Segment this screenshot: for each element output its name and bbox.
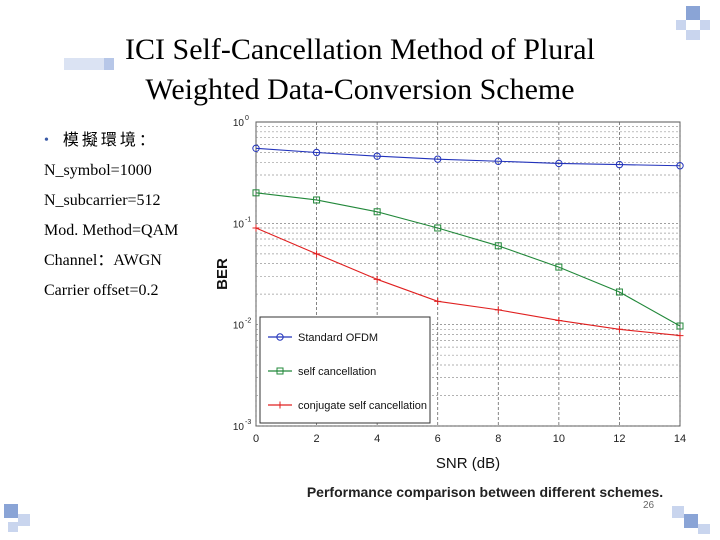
y-tick-exponent: 0	[245, 115, 249, 122]
data-point	[494, 242, 502, 250]
x-tick-label: 14	[674, 433, 686, 445]
param-symbol: N_symbol=1000	[44, 162, 152, 179]
bullet-dot-icon: •	[44, 133, 49, 148]
data-point	[373, 152, 381, 160]
y-tick-label: 10	[233, 422, 245, 433]
data-point	[373, 275, 381, 283]
data-point	[676, 322, 684, 330]
legend-marker	[276, 401, 284, 409]
data-point	[615, 288, 623, 296]
series-line-1	[255, 192, 681, 327]
data-point	[373, 208, 381, 216]
x-tick-label: 0	[253, 433, 259, 445]
y-axis-label: BER	[214, 258, 231, 290]
y-tick-exponent: -2	[245, 318, 251, 325]
series-line-0	[255, 147, 681, 167]
data-point	[494, 157, 502, 165]
x-tick-label: 8	[495, 433, 501, 445]
data-point	[555, 316, 563, 324]
param-channel: Channel：AWGN	[44, 252, 162, 269]
bullet-header: • 模擬環境：	[44, 126, 178, 156]
data-point	[313, 196, 321, 204]
data-point	[252, 224, 260, 232]
x-tick-label: 4	[374, 433, 380, 445]
data-point	[434, 297, 442, 305]
data-point	[434, 224, 442, 232]
series-line-2	[255, 227, 681, 337]
data-point	[494, 306, 502, 314]
data-point	[312, 148, 321, 157]
simulation-parameters: • 模擬環境： N_symbol=1000 N_subcarrier=512 M…	[44, 126, 178, 306]
data-point	[313, 250, 321, 258]
data-point	[252, 189, 260, 197]
x-tick-label: 2	[314, 433, 320, 445]
y-tick-label: 10	[233, 118, 245, 129]
y-tick-exponent: -3	[245, 419, 251, 426]
x-axis-label: SNR (dB)	[436, 455, 500, 472]
legend-label: conjugate self cancellation	[298, 400, 427, 412]
data-point	[555, 263, 563, 271]
legend-marker	[276, 367, 284, 375]
param-modulation: Mod. Method=QAM	[44, 222, 179, 239]
page-number: 26	[643, 500, 655, 511]
param-carrier-offset: Carrier offset=0.2	[44, 282, 159, 299]
param-subcarrier: N_subcarrier=512	[44, 192, 161, 209]
y-tick-label: 10	[233, 219, 245, 230]
y-tick-exponent: -1	[245, 216, 251, 223]
data-point	[252, 144, 260, 153]
x-tick-label: 12	[613, 433, 625, 445]
title-line-2: Weighted Data-Conversion Scheme	[145, 73, 575, 106]
legend-label: Standard OFDM	[298, 332, 378, 344]
data-point	[676, 332, 684, 340]
bullet-heading: 模擬環境：	[62, 132, 158, 149]
chart-caption: Performance comparison between different…	[307, 484, 663, 500]
data-point	[676, 162, 684, 170]
data-point	[615, 325, 623, 333]
x-tick-label: 6	[435, 433, 441, 445]
title-line-1: ICI Self-Cancellation Method of Plural	[125, 33, 595, 66]
legend-marker	[276, 333, 284, 341]
y-tick-label: 10	[233, 321, 245, 332]
legend-label: self cancellation	[298, 366, 376, 378]
data-point	[555, 159, 563, 168]
data-point	[434, 155, 442, 163]
data-point	[615, 160, 624, 169]
slide-title: ICI Self-Cancellation Method of Plural W…	[40, 30, 680, 110]
x-tick-label: 10	[553, 433, 565, 445]
